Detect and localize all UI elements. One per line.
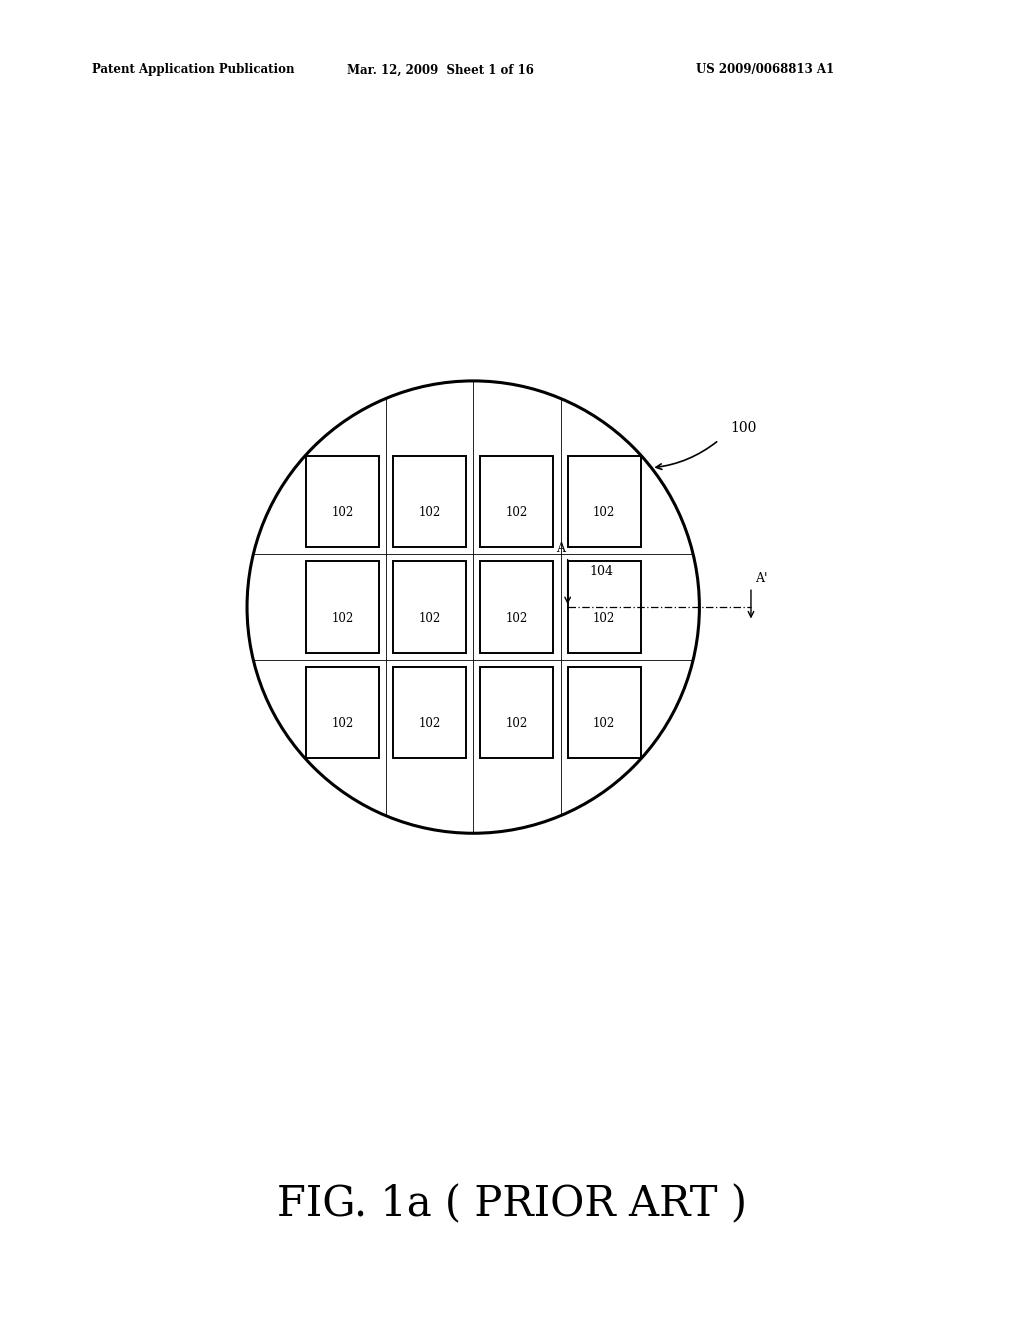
Bar — [480, 561, 553, 652]
Bar — [306, 667, 379, 758]
Text: 102: 102 — [506, 611, 528, 624]
Bar — [306, 455, 379, 548]
Bar — [393, 455, 466, 548]
Text: 102: 102 — [419, 611, 440, 624]
Bar — [567, 561, 641, 652]
Text: 102: 102 — [593, 611, 615, 624]
Text: 102: 102 — [506, 717, 528, 730]
Text: Mar. 12, 2009  Sheet 1 of 16: Mar. 12, 2009 Sheet 1 of 16 — [347, 63, 534, 77]
Text: 100: 100 — [731, 421, 757, 436]
Text: 104: 104 — [590, 565, 613, 578]
Text: 102: 102 — [331, 611, 353, 624]
Bar — [567, 455, 641, 548]
Text: 102: 102 — [331, 717, 353, 730]
Text: FIG. 1a ( PRIOR ART ): FIG. 1a ( PRIOR ART ) — [278, 1183, 746, 1225]
Text: A': A' — [755, 572, 767, 585]
Text: US 2009/0068813 A1: US 2009/0068813 A1 — [696, 63, 835, 77]
Bar — [393, 667, 466, 758]
Bar — [306, 561, 379, 652]
Text: 102: 102 — [593, 717, 615, 730]
Bar — [567, 667, 641, 758]
Bar — [480, 455, 553, 548]
Text: 102: 102 — [506, 506, 528, 519]
Bar — [393, 561, 466, 652]
Bar — [480, 667, 553, 758]
Text: A: A — [556, 543, 565, 556]
Text: 102: 102 — [593, 506, 615, 519]
Text: 102: 102 — [419, 506, 440, 519]
Text: Patent Application Publication: Patent Application Publication — [92, 63, 295, 77]
Text: 102: 102 — [331, 506, 353, 519]
Text: 102: 102 — [419, 717, 440, 730]
